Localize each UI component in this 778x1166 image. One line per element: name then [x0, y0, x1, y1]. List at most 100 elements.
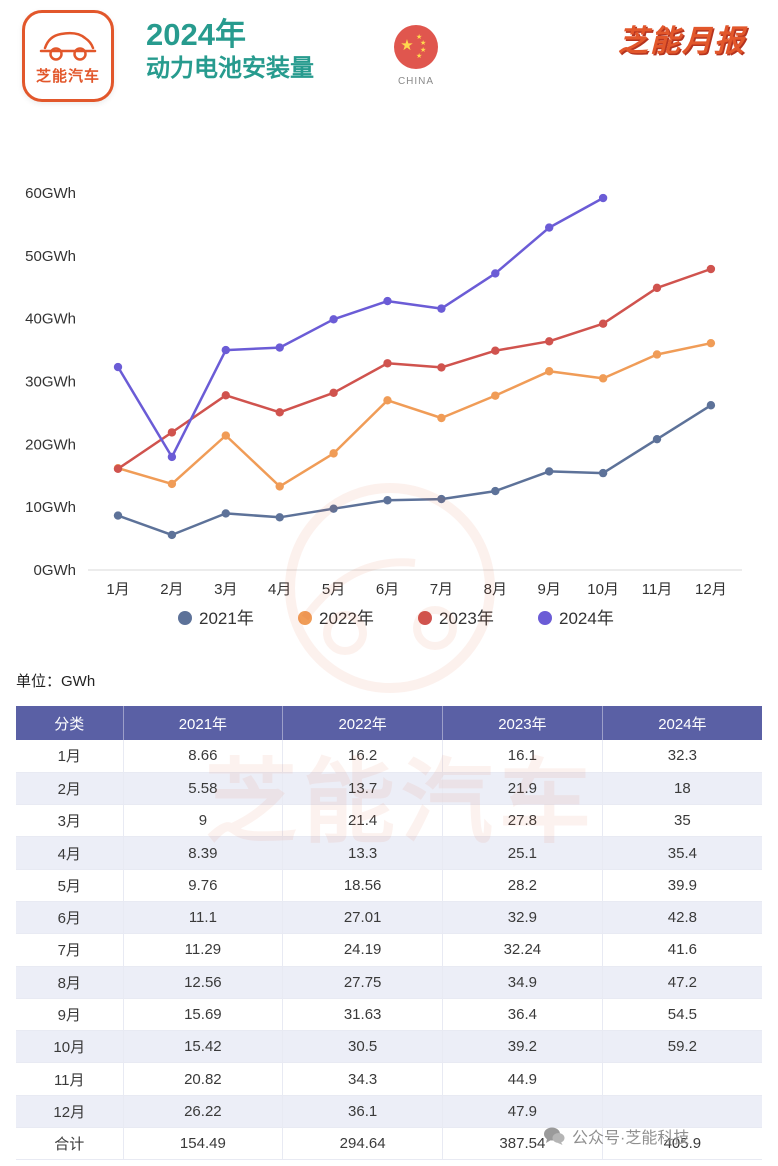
row-category-cell: 10月	[16, 1030, 124, 1064]
table-row: 8月 12.56 27.75 34.9 47.2	[16, 966, 762, 999]
table-row-total: 合计 154.49 294.64 387.54 405.9	[16, 1127, 762, 1161]
data-cell: 32.24	[442, 933, 603, 967]
data-cell: 18	[602, 772, 762, 806]
svg-text:4月: 4月	[268, 581, 291, 598]
row-category-cell: 8月	[16, 966, 124, 999]
footer-watermark-text: 公众号·芝能科技	[572, 1130, 690, 1147]
data-cell: 41.6	[602, 933, 762, 967]
data-cell: 9.76	[123, 869, 284, 902]
table-header-cell: 2023年	[442, 706, 603, 740]
svg-text:1月: 1月	[106, 581, 129, 598]
table-header-cell: 2022年	[282, 706, 443, 740]
row-category-cell: 3月	[16, 804, 124, 838]
row-category-cell: 12月	[16, 1095, 124, 1129]
flag-label: CHINA	[397, 76, 435, 87]
svg-text:40GWh: 40GWh	[25, 311, 76, 328]
svg-text:2021年: 2021年	[199, 609, 254, 628]
brand-logo: 芝能汽车	[22, 10, 114, 102]
row-category-cell: 4月	[16, 836, 124, 870]
data-cell: 294.64	[282, 1127, 443, 1161]
data-cell: 9	[123, 804, 284, 838]
svg-text:3月: 3月	[214, 581, 237, 598]
svg-text:12月: 12月	[695, 581, 727, 598]
data-cell: 25.1	[442, 836, 603, 870]
row-category-cell: 5月	[16, 869, 124, 902]
data-cell: 32.9	[442, 901, 603, 935]
title-year: 2024年	[146, 17, 246, 52]
table-row: 12月 26.22 36.1 47.9	[16, 1095, 762, 1129]
row-category-cell: 6月	[16, 901, 124, 935]
svg-text:2月: 2月	[160, 581, 183, 598]
data-cell: 387.54	[442, 1127, 603, 1161]
svg-text:★: ★	[416, 33, 422, 41]
table-row: 1月 8.66 16.2 16.1 32.3	[16, 740, 762, 773]
svg-text:10GWh: 10GWh	[25, 499, 76, 516]
table-header-cell: 分类	[16, 706, 124, 740]
masthead-title: 芝能月报	[618, 25, 746, 58]
table-row: 11月 20.82 34.3 44.9	[16, 1062, 762, 1096]
data-cell: 16.2	[282, 740, 443, 773]
svg-text:60GWh: 60GWh	[25, 185, 76, 202]
data-cell: 36.1	[282, 1095, 443, 1129]
data-cell: 35.4	[602, 836, 762, 870]
footer-watermark: 公众号·芝能科技	[543, 1124, 689, 1148]
data-cell: 154.49	[123, 1127, 284, 1161]
page-title: 2024年 动力电池安装量	[146, 16, 314, 86]
data-cell: 11.1	[123, 901, 284, 935]
data-cell	[602, 1062, 762, 1096]
data-cell: 35	[602, 804, 762, 838]
row-category-cell: 合计	[16, 1127, 124, 1161]
data-cell: 47.2	[602, 966, 762, 999]
svg-text:11月: 11月	[642, 581, 673, 598]
svg-text:7月: 7月	[430, 581, 453, 598]
svg-text:5月: 5月	[322, 581, 345, 598]
data-cell: 8.39	[123, 836, 284, 870]
china-flag-icon: ★ ★ ★ ★ ★	[394, 25, 438, 69]
data-cell: 405.9	[602, 1127, 762, 1161]
table-header-row: 分类 2021年 2022年 2023年 2024年	[16, 706, 762, 740]
table-row: 4月 8.39 13.3 25.1 35.4	[16, 836, 762, 870]
data-cell: 39.9	[602, 869, 762, 902]
svg-text:★: ★	[416, 52, 422, 60]
title-subject: 动力电池安装量	[146, 55, 314, 83]
data-cell: 13.7	[282, 772, 443, 806]
data-cell: 26.22	[123, 1095, 284, 1129]
svg-text:6月: 6月	[376, 581, 399, 598]
data-cell: 32.3	[602, 740, 762, 773]
data-cell: 44.9	[442, 1062, 603, 1096]
data-cell: 36.4	[442, 998, 603, 1032]
data-cell: 13.3	[282, 836, 443, 870]
data-cell: 16.1	[442, 740, 603, 773]
table-head: 分类 2021年 2022年 2023年 2024年	[16, 706, 762, 740]
data-cell: 15.42	[123, 1030, 284, 1064]
data-cell: 34.3	[282, 1062, 443, 1096]
svg-text:30GWh: 30GWh	[25, 374, 76, 391]
data-cell: 39.2	[442, 1030, 603, 1064]
table-row: 5月 9.76 18.56 28.2 39.9	[16, 869, 762, 902]
data-cell: 18.56	[282, 869, 443, 902]
row-category-cell: 9月	[16, 998, 124, 1032]
data-cell	[602, 1095, 762, 1129]
svg-text:★: ★	[420, 39, 426, 47]
data-cell: 31.63	[282, 998, 443, 1032]
data-cell: 30.5	[282, 1030, 443, 1064]
data-cell: 34.9	[442, 966, 603, 999]
row-category-cell: 2月	[16, 772, 124, 806]
data-cell: 54.5	[602, 998, 762, 1032]
svg-text:9月: 9月	[538, 581, 561, 598]
table-row: 2月 5.58 13.7 21.9 18	[16, 772, 762, 806]
data-cell: 28.2	[442, 869, 603, 902]
car-icon	[39, 31, 97, 61]
svg-text:★: ★	[400, 37, 413, 54]
svg-text:8月: 8月	[484, 581, 507, 598]
table-body: 1月 8.66 16.2 16.1 32.3 2月 5.58 13.7 21.9 18 3月 9 21.…	[16, 740, 762, 1161]
brand-logo-text: 芝能汽车	[35, 68, 100, 85]
data-cell: 12.56	[123, 966, 284, 999]
svg-text:50GWh: 50GWh	[25, 248, 76, 265]
data-cell: 59.2	[602, 1030, 762, 1064]
row-category-cell: 7月	[16, 933, 124, 967]
data-cell: 15.69	[123, 998, 284, 1032]
row-category-cell: 1月	[16, 740, 124, 773]
svg-text:20GWh: 20GWh	[25, 436, 76, 453]
